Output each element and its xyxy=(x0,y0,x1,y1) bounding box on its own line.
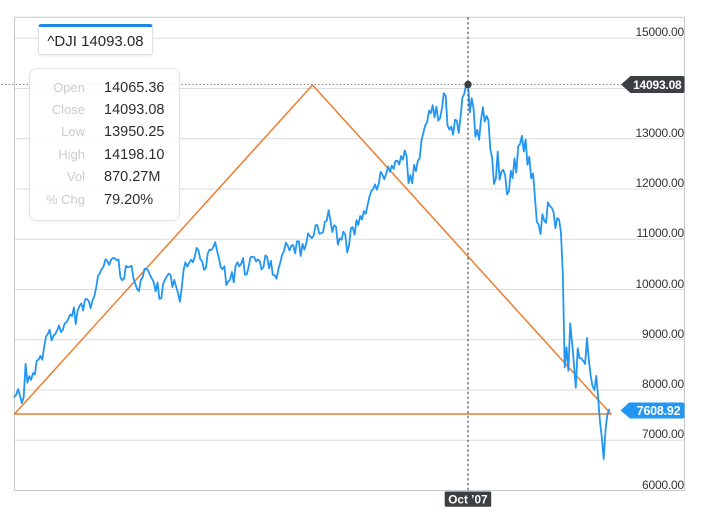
svg-text:Oct ’07: Oct ’07 xyxy=(448,493,488,507)
svg-text:14093.08: 14093.08 xyxy=(633,78,682,92)
svg-text:7608.92: 7608.92 xyxy=(637,404,681,418)
